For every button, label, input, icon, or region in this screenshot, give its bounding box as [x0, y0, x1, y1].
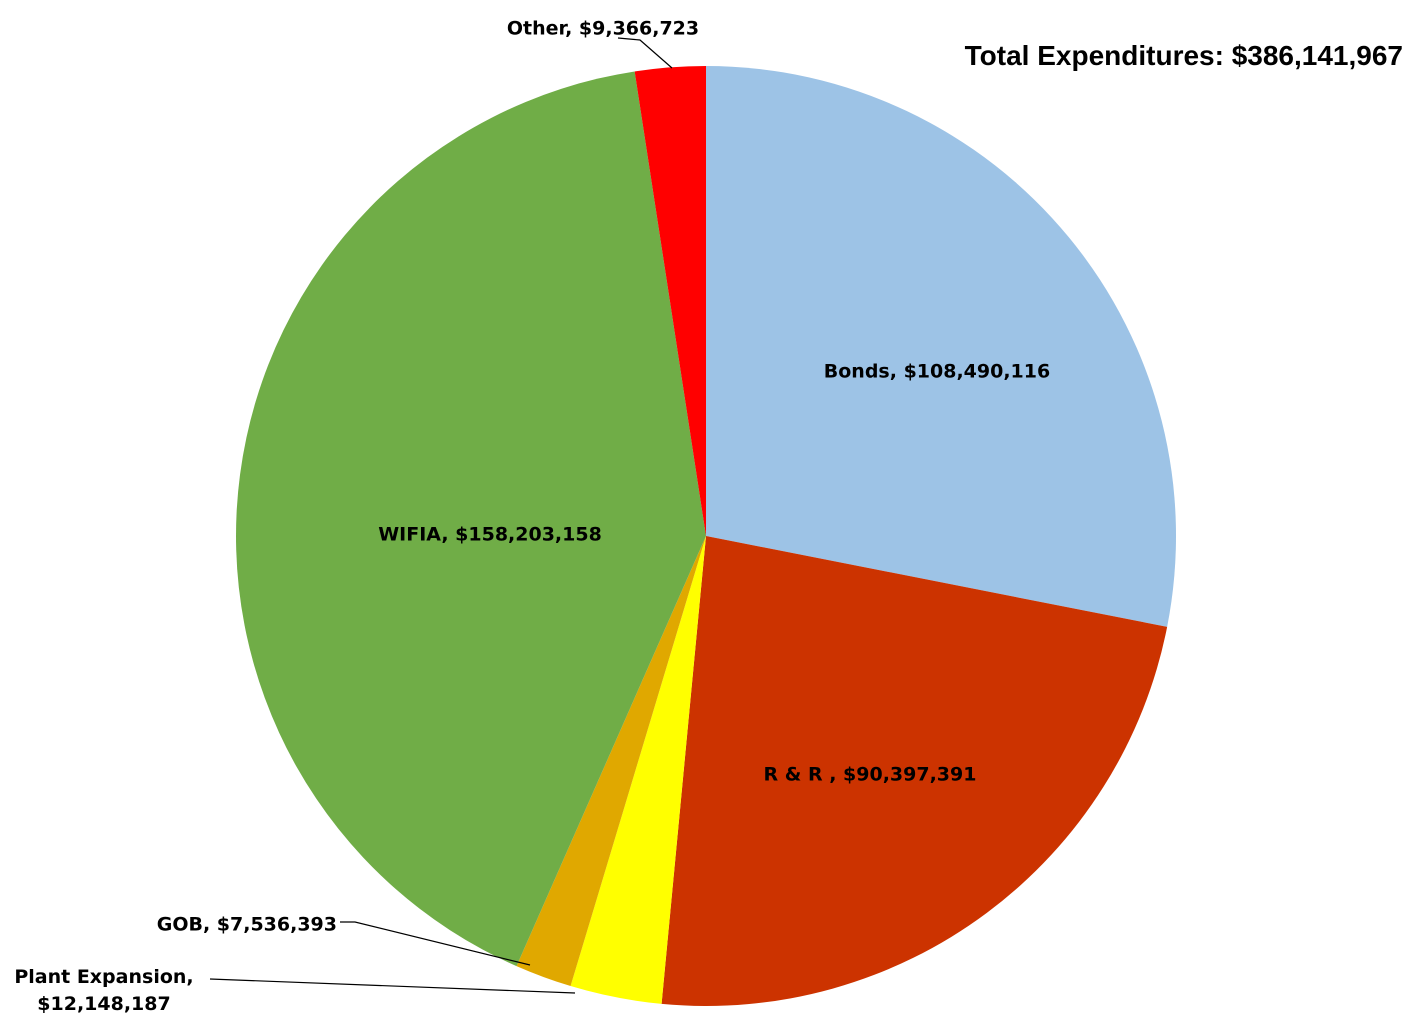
pie-slice-other	[634, 66, 706, 536]
slice-label-plant-expansion: Plant Expansion, $12,148,187	[14, 966, 193, 1015]
slice-label-other: Other, $9,366,723	[507, 18, 699, 40]
pie-slice-bonds	[706, 66, 1177, 627]
pie-slices	[236, 66, 1177, 1007]
leader-line-gob	[340, 921, 531, 966]
pie-slice-plant-expansion	[570, 536, 706, 1004]
pie-slice-r-r	[661, 536, 1168, 1007]
slice-label-bonds: Bonds, $108,490,116	[824, 361, 1050, 383]
slice-label-line: $12,148,187	[37, 993, 170, 1015]
slice-label-line: Plant Expansion,	[14, 966, 193, 988]
slice-label-r-r: R & R , $90,397,391	[764, 764, 977, 786]
leader-line-plant-expansion	[209, 978, 576, 994]
leader-lines	[209, 37, 673, 994]
pie-slice-gob	[516, 536, 706, 987]
slice-label-gob: GOB, $7,536,393	[157, 914, 337, 936]
slice-label-wifia: WIFIA, $158,203,158	[378, 524, 602, 546]
pie-slice-wifia	[236, 71, 706, 967]
slice-labels: Bonds, $108,490,116 R & R , $90,397,391 Pl…	[14, 18, 1050, 1015]
chart-title: Total Expenditures: $386,141,967	[965, 40, 1403, 71]
leader-line-other	[617, 37, 673, 69]
